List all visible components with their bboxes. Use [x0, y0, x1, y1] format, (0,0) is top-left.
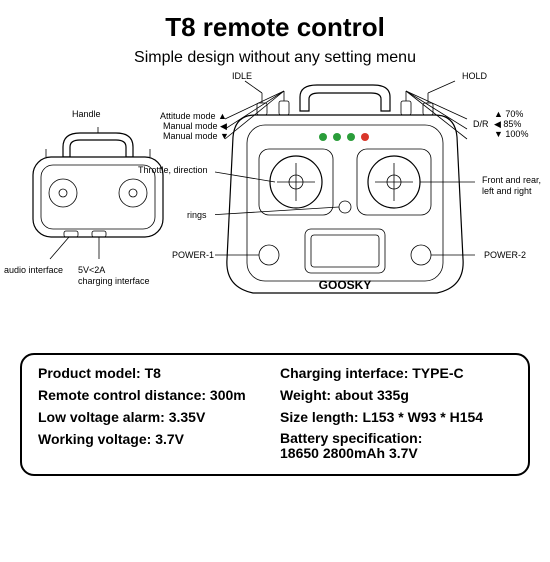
diagram-area: Handle audio interface 5V<2A charging in…: [0, 67, 550, 347]
label-dr: D/R: [473, 119, 489, 130]
spec-size: Size length: L153 * W93 * H154: [280, 409, 512, 425]
label-audio-interface: audio interface: [4, 265, 63, 276]
brand-text: GOOSKY: [319, 278, 372, 292]
label-idle: IDLE: [232, 71, 252, 82]
label-charging-interface: 5V<2A charging interface: [78, 265, 150, 287]
label-throttle: Throttle, direction: [138, 165, 208, 176]
label-rings: rings: [187, 210, 207, 221]
label-handle: Handle: [72, 109, 101, 120]
spec-box: Product model: T8 Charging interface: TY…: [20, 353, 530, 476]
spec-lowvolt: Low voltage alarm: 3.35V: [38, 409, 270, 425]
controller-front-view: GOOSKY: [215, 79, 475, 339]
label-power2: POWER-2: [484, 250, 526, 261]
label-manual2: Manual mode ▼: [163, 131, 229, 142]
spec-model: Product model: T8: [38, 365, 270, 381]
label-dr100: ▼ 100%: [494, 129, 528, 140]
page-title: T8 remote control: [0, 12, 550, 43]
page-subtitle: Simple design without any setting menu: [0, 49, 550, 67]
label-hold: HOLD: [462, 71, 487, 82]
spec-weight: Weight: about 335g: [280, 387, 512, 403]
spec-battery: Battery specification:18650 2800mAh 3.7V: [280, 431, 512, 462]
label-front-rear: Front and rear, left and right: [482, 175, 541, 197]
spec-distance: Remote control distance: 300m: [38, 387, 270, 403]
controller-back-view: [8, 127, 188, 277]
spec-charging: Charging interface: TYPE-C: [280, 365, 512, 381]
label-power1: POWER-1: [172, 250, 214, 261]
spec-workvolt: Working voltage: 3.7V: [38, 431, 270, 462]
